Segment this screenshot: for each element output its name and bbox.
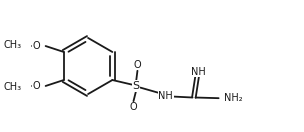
Text: O: O <box>33 41 40 51</box>
Text: NH: NH <box>158 91 173 101</box>
Text: CH₃: CH₃ <box>4 82 22 92</box>
Text: NH₂: NH₂ <box>224 93 243 103</box>
Text: O: O <box>33 81 40 91</box>
Text: NH: NH <box>192 67 206 77</box>
Text: O: O <box>134 60 141 70</box>
Text: CH₃: CH₃ <box>4 40 22 50</box>
Text: S: S <box>133 81 140 91</box>
Text: O: O <box>130 102 137 112</box>
